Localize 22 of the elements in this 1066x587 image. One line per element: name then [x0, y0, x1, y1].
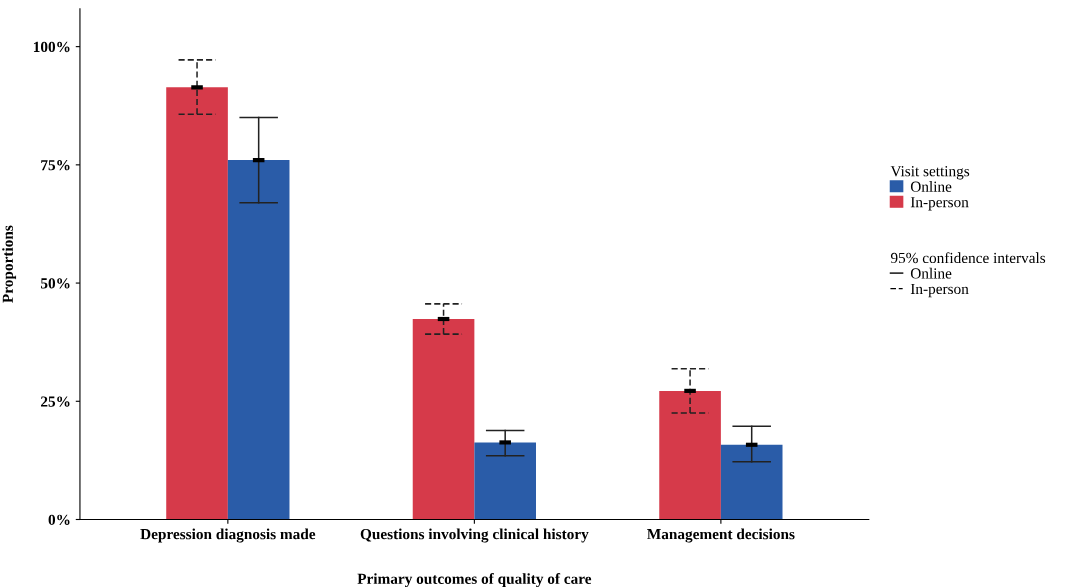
legend-title: Visit settings: [890, 166, 970, 180]
text: In-person: [910, 283, 969, 298]
legend-label: In-person: [910, 197, 969, 211]
legend-label: Online: [910, 181, 952, 192]
x-tick-label: Depression diagnosis made: [140, 528, 316, 543]
text: 95% confidence intervals: [890, 252, 1046, 264]
y-axis-title: Proportions: [2, 225, 17, 303]
bar: [166, 87, 228, 520]
y-tick-label: 100%: [33, 41, 70, 53]
x-axis-title: Primary outcomes of quality of care: [357, 573, 592, 587]
bar: [659, 390, 721, 520]
bar: [412, 319, 475, 520]
y-tick-label: 50%: [40, 278, 70, 289]
text: Online: [910, 267, 952, 279]
x-tick-label: Management decisions: [647, 528, 795, 543]
x-tick-label: Questions involving clinical history: [360, 528, 589, 543]
bar: [474, 442, 536, 520]
y-tick-label: 25%: [41, 396, 70, 407]
bar: [227, 160, 290, 520]
y-tick-label: 75%: [41, 159, 70, 171]
y-tick-label: 0%: [48, 514, 70, 525]
bar: [720, 444, 783, 520]
